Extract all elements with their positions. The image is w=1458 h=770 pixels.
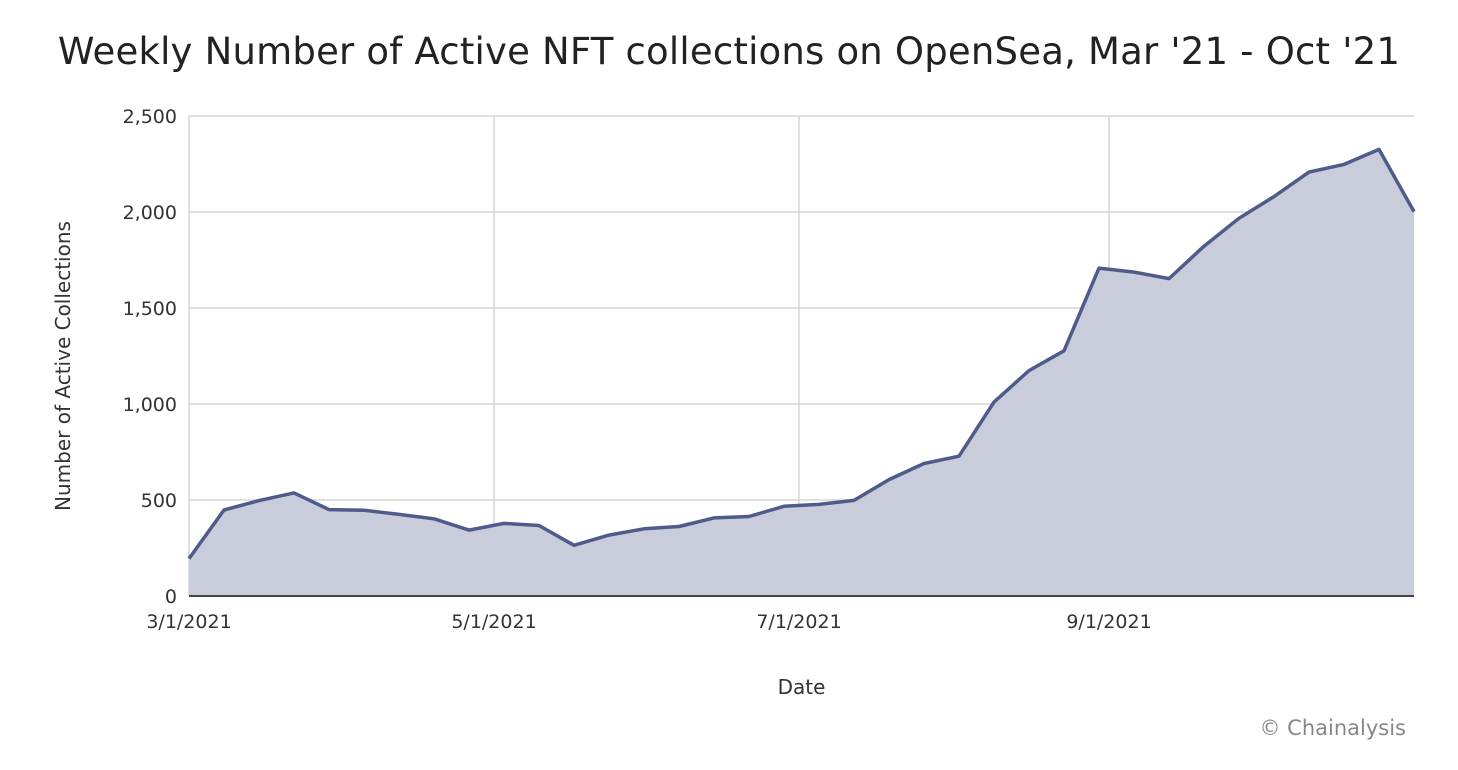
y-tick-label: 1,500 bbox=[123, 298, 177, 320]
y-tick-labels: 0 500 1,000 1,500 2,000 2,500 bbox=[123, 106, 177, 608]
y-axis-title: Number of Active Collections bbox=[51, 221, 75, 511]
y-tick-label: 2,000 bbox=[123, 202, 177, 224]
x-tick-label: 3/1/2021 bbox=[146, 611, 231, 633]
x-tick-label: 7/1/2021 bbox=[756, 611, 841, 633]
x-tick-label: 5/1/2021 bbox=[451, 611, 536, 633]
y-tick-label: 500 bbox=[141, 490, 177, 512]
x-tick-labels: 3/1/2021 5/1/2021 7/1/2021 9/1/2021 bbox=[146, 611, 1151, 633]
chart-title: Weekly Number of Active NFT collections … bbox=[57, 30, 1401, 73]
y-tick-label: 1,000 bbox=[123, 394, 177, 416]
y-tick-label: 0 bbox=[165, 586, 177, 608]
y-tick-label: 2,500 bbox=[123, 106, 177, 128]
series-line bbox=[187, 147, 1416, 560]
series-area bbox=[189, 149, 1414, 596]
x-axis-title: Date bbox=[778, 675, 826, 699]
x-tick-label: 9/1/2021 bbox=[1066, 611, 1151, 633]
chainalysis-credit: © Chainalysis bbox=[1259, 716, 1406, 740]
